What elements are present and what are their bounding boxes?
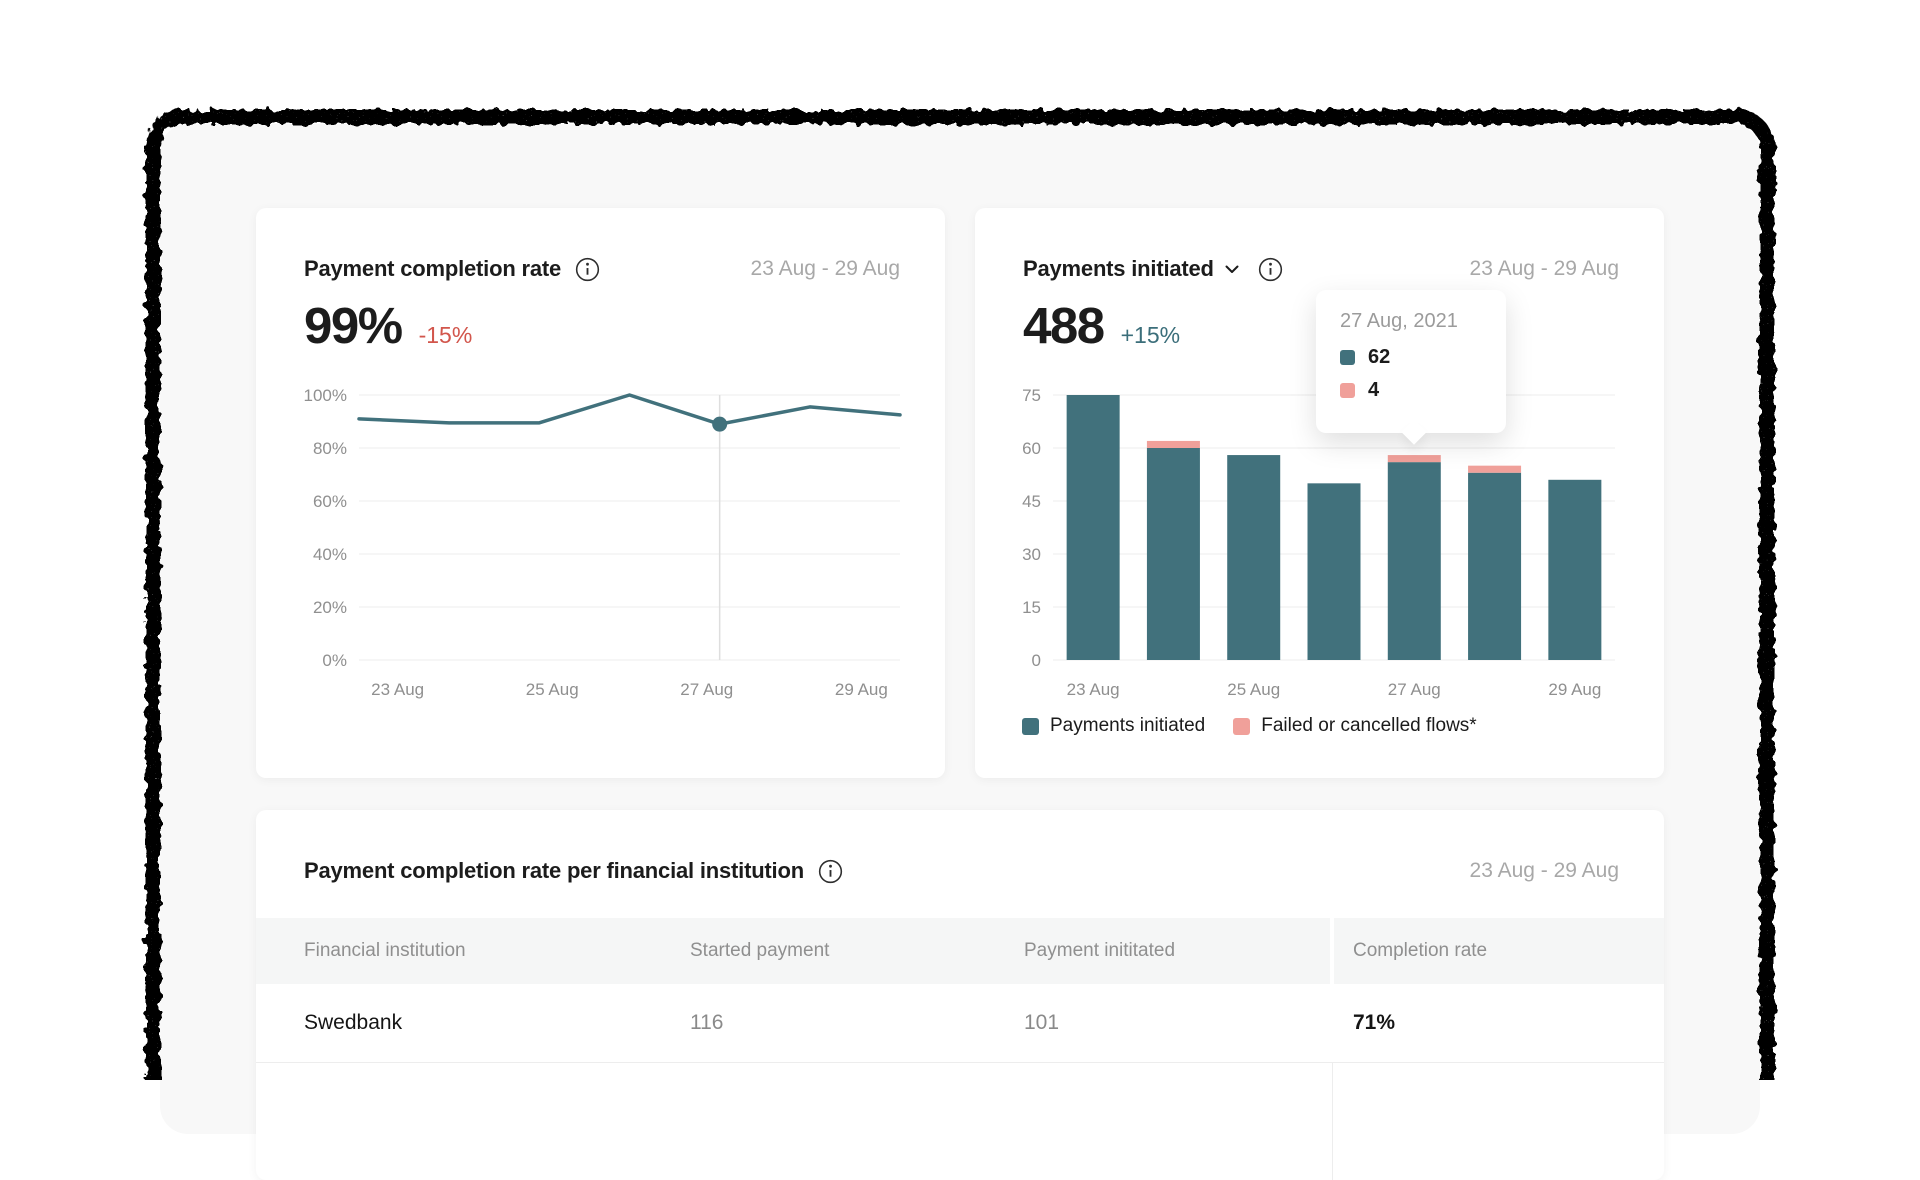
column-header-financial-institution: Financial institution	[304, 940, 466, 961]
svg-text:23 Aug: 23 Aug	[1067, 680, 1120, 699]
column-divider	[1330, 918, 1334, 984]
cell-payment-initiated: 101	[1024, 1011, 1060, 1034]
svg-text:75: 75	[1022, 386, 1041, 405]
payments-initiated-delta: +15%	[1120, 322, 1181, 348]
svg-text:40%: 40%	[313, 545, 347, 564]
card-title: Payments initiated	[1023, 256, 1214, 281]
tooltip-date: 27 Aug, 2021	[1340, 310, 1458, 332]
info-icon[interactable]	[818, 859, 843, 884]
chevron-down-icon	[1225, 265, 1239, 273]
completion-rate-delta: -15%	[418, 322, 473, 348]
cell-started-payment: 116	[690, 1011, 724, 1034]
svg-text:0: 0	[1032, 651, 1041, 670]
legend-label: Payments initiated	[1050, 715, 1206, 736]
cell-institution: Swedbank	[304, 1011, 403, 1034]
table-row: Swedbank 116 101 71%	[256, 984, 1664, 1063]
svg-text:80%: 80%	[313, 439, 347, 458]
svg-text:30: 30	[1022, 545, 1041, 564]
payments-initiated-value: 488	[1023, 297, 1105, 354]
svg-text:20%: 20%	[313, 598, 347, 617]
payment-completion-rate-card: Payment completion rate 23 Aug - 29 Aug …	[256, 208, 945, 778]
column-header-completion-rate: Completion rate	[1353, 940, 1488, 961]
svg-text:29 Aug: 29 Aug	[835, 680, 888, 699]
info-icon[interactable]	[1258, 257, 1283, 282]
svg-text:60%: 60%	[313, 492, 347, 511]
info-icon[interactable]	[575, 257, 600, 282]
tooltip-row: 4	[1340, 379, 1506, 402]
tooltip-value: 62	[1368, 346, 1391, 368]
svg-text:25 Aug: 25 Aug	[1227, 680, 1280, 699]
completion-line-chart[interactable]: 0% 20% 40% 60% 80% 100% 23 Aug 25 Aug 27 Aug 29 A…	[296, 378, 916, 708]
svg-text:27 Aug: 27 Aug	[1388, 680, 1441, 699]
date-range: 23 Aug - 29 Aug	[1469, 859, 1619, 882]
failed-flows-swatch	[1340, 383, 1355, 398]
svg-text:29 Aug: 29 Aug	[1548, 680, 1601, 699]
column-header-payment-initiated: Payment inititated	[1024, 940, 1176, 961]
svg-text:0%: 0%	[322, 651, 347, 670]
chart-legend: Payments initiated Failed or cancelled f…	[1022, 715, 1477, 737]
svg-text:27 Aug: 27 Aug	[680, 680, 733, 699]
card-title: Payment completion rate per financial in…	[304, 858, 804, 883]
legend-item: Payments initiated	[1022, 715, 1205, 737]
date-range: 23 Aug - 29 Aug	[750, 257, 900, 280]
column-header-started-payment: Started payment	[690, 940, 830, 961]
svg-text:60: 60	[1022, 439, 1041, 458]
svg-text:25 Aug: 25 Aug	[526, 680, 579, 699]
date-range: 23 Aug - 29 Aug	[1469, 257, 1619, 280]
table-header-row: Financial institution Started payment Pa…	[256, 918, 1664, 984]
legend-item: Failed or cancelled flows*	[1233, 715, 1477, 737]
failed-flows-swatch	[1233, 717, 1251, 735]
svg-text:100%: 100%	[304, 386, 347, 405]
svg-text:45: 45	[1022, 492, 1041, 511]
card-title: Payment completion rate	[304, 256, 562, 281]
payments-initiated-swatch	[1340, 350, 1355, 365]
completion-per-institution-card: Payment completion rate per financial in…	[256, 810, 1664, 1180]
tooltip-row: 62	[1340, 346, 1506, 369]
tooltip-value: 4	[1368, 379, 1380, 401]
cell-completion-rate: 71%	[1353, 1011, 1396, 1034]
chart-tooltip: 27 Aug, 2021 62 4	[1316, 290, 1506, 433]
svg-text:15: 15	[1022, 598, 1041, 617]
payments-initiated-swatch	[1022, 717, 1039, 735]
legend-label: Failed or cancelled flows*	[1261, 715, 1477, 736]
svg-text:23 Aug: 23 Aug	[371, 680, 424, 699]
metric-selector-dropdown[interactable]: Payments initiated	[1023, 256, 1244, 282]
payments-initiated-card: Payments initiated 23 Aug - 29 Aug 488 +…	[975, 208, 1664, 778]
completion-rate-value: 99%	[304, 297, 403, 354]
